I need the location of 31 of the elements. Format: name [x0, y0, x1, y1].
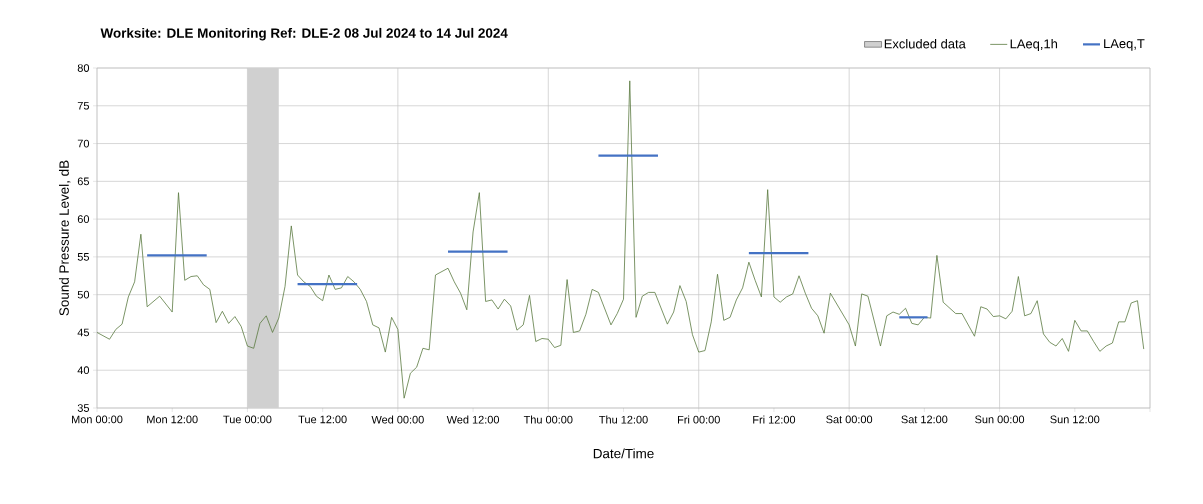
chart-title: Worksite: DLE Monitoring Ref: DLE-2 08 Jul 2024 to 14 Jul 2024 [100, 27, 508, 41]
legend-label: LAeq,1h [1010, 38, 1058, 52]
x-tick-label: Wed 12:00 [446, 415, 500, 424]
y-tick-label: 75 [77, 101, 90, 110]
y-tick-label: 80 [77, 64, 90, 72]
x-tick-label: Fri 12:00 [753, 415, 796, 424]
y-tick-label: 50 [77, 290, 90, 299]
x-tick-label: Mon 12:00 [147, 415, 198, 424]
y-tick-label: 70 [77, 139, 90, 148]
x-tick-label: Sat 12:00 [901, 415, 948, 424]
y-tick-label: 45 [77, 328, 90, 337]
x-tick-label: Wed 00:00 [371, 415, 424, 424]
x-axis-title: Date/Time [593, 448, 654, 459]
x-tick-label: Fri 00:00 [678, 415, 720, 424]
x-tick-label: Thu 12:00 [599, 415, 648, 424]
x-tick-label: Mon 00:00 [72, 415, 123, 424]
x-tick-label: Sun 00:00 [975, 415, 1025, 424]
y-tick-label: 55 [77, 253, 90, 261]
x-tick-label: Sun 12:00 [1050, 415, 1100, 424]
y-tick-label: 35 [77, 404, 90, 412]
y-tick-label: 65 [77, 177, 90, 186]
y-axis-title: Sound Pressure Level, dB [58, 160, 71, 316]
x-tick-label: Tue 12:00 [298, 415, 347, 424]
x-tick-label: Thu 00:00 [523, 415, 573, 424]
legend-label: Excluded data [884, 38, 966, 49]
legend-label: LAeq,T [1104, 39, 1145, 51]
y-tick-label: 60 [77, 215, 90, 223]
line-series [97, 80, 1145, 399]
x-tick-label: Tue 00:00 [223, 415, 272, 424]
x-tick-label: Sat 00:00 [826, 415, 873, 424]
y-tick-label: 40 [77, 366, 90, 375]
